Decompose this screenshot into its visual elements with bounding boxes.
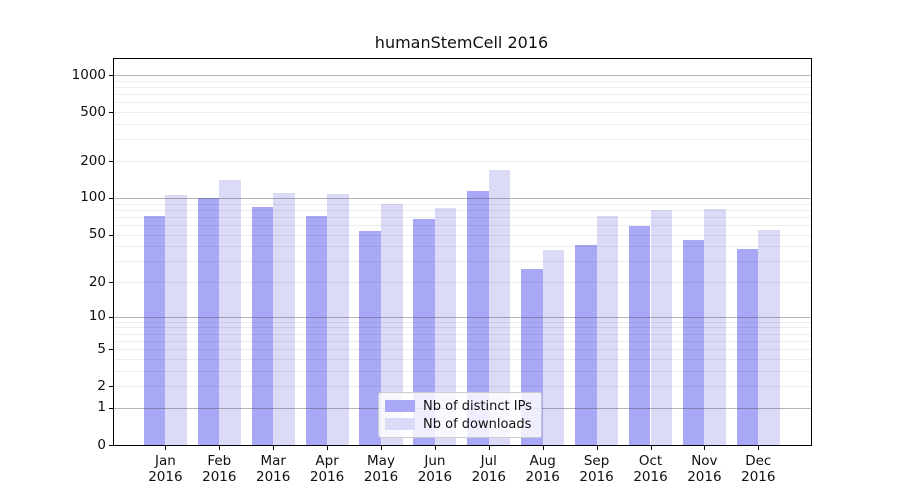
x-tick-mark [381, 446, 382, 450]
bar-downloads-nov [704, 209, 726, 445]
x-tick-mark [488, 446, 490, 450]
y-tick-label: 1000 [71, 66, 106, 83]
x-tick-mark [327, 446, 329, 450]
y-tick-mark [109, 445, 114, 446]
x-tick-label-jul: Jul 2016 [471, 453, 506, 485]
minor-gridline [114, 112, 811, 114]
x-tick-label-nov: Nov 2016 [687, 453, 722, 485]
bar-distinct-ips-apr [305, 216, 328, 445]
y-tick-mark [109, 407, 114, 409]
legend-row-distinct-ips: Nb of distinct IPs [385, 397, 532, 415]
y-tick-label: 5 [97, 340, 106, 357]
bar-downloads-mar [273, 193, 295, 445]
bar-downloads-apr [327, 193, 349, 445]
bar-distinct-ips-oct [628, 225, 651, 445]
chart-title: humanStemCell 2016 [374, 33, 549, 52]
y-tick-label: 1 [97, 399, 106, 416]
bar-distinct-ips-jun [413, 219, 435, 445]
x-tick-label-sep: Sep 2016 [579, 453, 614, 485]
bar-downloads-jul [488, 170, 511, 445]
y-tick-label: 200 [80, 152, 106, 169]
legend-swatch-downloads [385, 418, 415, 430]
bar-distinct-ips-mar [251, 207, 274, 445]
bar-downloads-dec [758, 230, 780, 445]
bar-distinct-ips-jan [143, 216, 166, 445]
minor-gridline [114, 80, 811, 82]
legend-label-downloads: Nb of downloads [423, 416, 532, 432]
x-tick-label-aug: Aug 2016 [525, 453, 560, 485]
x-tick-mark [596, 446, 598, 450]
bar-downloads-oct [650, 209, 673, 445]
bar-distinct-ips-feb [197, 197, 220, 445]
plot-area [113, 58, 812, 446]
bar-distinct-ips-nov [682, 240, 705, 445]
x-tick-label-feb: Feb 2016 [202, 453, 237, 485]
y-tick-mark [109, 197, 114, 199]
y-tick-label: 10 [88, 308, 106, 325]
x-tick-label-apr: Apr 2016 [309, 453, 345, 485]
y-tick-mark [109, 282, 114, 283]
bar-downloads-may [381, 203, 403, 445]
minor-gridline [114, 87, 811, 88]
x-tick-mark [273, 446, 275, 450]
x-tick-mark [219, 446, 221, 450]
x-tick-mark [542, 446, 544, 450]
bar-distinct-ips-jul [467, 190, 489, 445]
bar-downloads-jun [434, 208, 457, 445]
x-tick-label-jun: Jun 2016 [417, 453, 453, 485]
bar-downloads-jan [165, 195, 187, 445]
x-tick-mark [434, 446, 436, 450]
bar-downloads-sep [596, 216, 619, 445]
y-tick-label: 0 [97, 436, 106, 453]
y-tick-label: 2 [97, 377, 106, 394]
y-tick-mark [109, 316, 114, 318]
x-tick-mark [650, 446, 652, 450]
legend-label-distinct-ips: Nb of distinct IPs [423, 398, 532, 414]
y-tick-label: 100 [80, 189, 106, 206]
x-tick-label-may: May 2016 [363, 453, 399, 485]
y-tick-mark [109, 75, 114, 77]
legend: Nb of distinct IPs Nb of downloads [378, 392, 542, 438]
x-tick-label-dec: Dec 2016 [741, 453, 776, 485]
minor-gridline [114, 161, 811, 162]
y-tick-label: 20 [88, 273, 106, 290]
y-tick-mark [109, 161, 114, 162]
bar-distinct-ips-sep [575, 244, 597, 445]
y-tick-mark [109, 234, 114, 236]
minor-gridline [114, 94, 811, 96]
minor-gridline [114, 139, 811, 141]
y-tick-mark [109, 349, 114, 351]
x-tick-label-oct: Oct 2016 [633, 453, 668, 485]
x-tick-label-mar: Mar 2016 [256, 453, 291, 485]
y-tick-mark [109, 386, 114, 388]
y-tick-label: 500 [80, 103, 106, 120]
bar-downloads-feb [219, 179, 241, 445]
bar-downloads-aug [542, 250, 565, 445]
major-gridline [114, 75, 811, 77]
bar-distinct-ips-may [359, 231, 381, 445]
x-tick-label-jan: Jan 2016 [148, 453, 183, 485]
x-tick-mark [704, 446, 706, 450]
x-tick-mark [165, 446, 167, 450]
y-tick-mark [109, 112, 114, 114]
legend-swatch-distinct-ips [385, 400, 415, 412]
bar-distinct-ips-dec [736, 248, 759, 445]
legend-row-downloads: Nb of downloads [385, 415, 532, 433]
x-tick-mark [758, 446, 760, 450]
y-tick-label: 50 [88, 226, 106, 242]
minor-gridline [114, 124, 811, 125]
minor-gridline [114, 102, 811, 104]
